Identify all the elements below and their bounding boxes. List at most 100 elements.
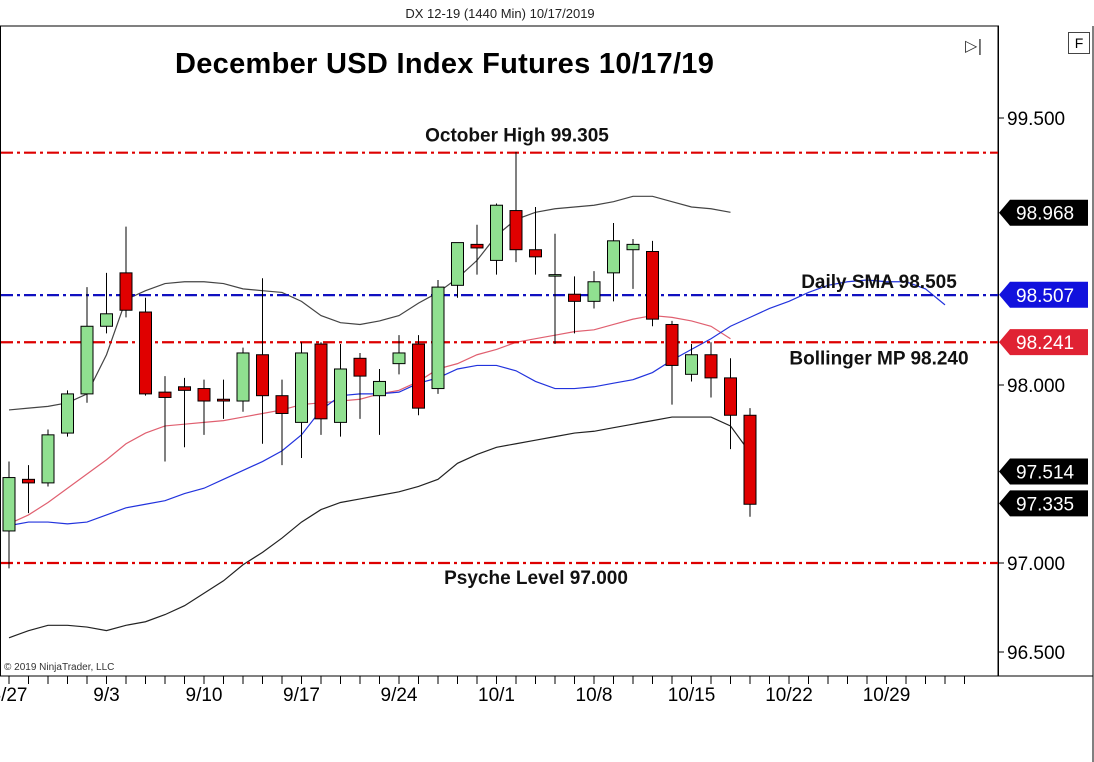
price-tick-label: 96.500 xyxy=(1007,643,1065,664)
price-tag: 98.968 xyxy=(999,199,1088,226)
candle-body xyxy=(743,414,757,505)
candle-body xyxy=(431,286,445,390)
level-label: Daily SMA 98.505 xyxy=(801,272,957,293)
candle-body xyxy=(80,325,94,395)
candle-body xyxy=(548,274,562,277)
candle xyxy=(2,461,16,569)
lower-bollinger-band xyxy=(8,416,751,639)
candle-body xyxy=(470,243,484,249)
candle xyxy=(353,352,367,419)
price-tag-label: 98.241 xyxy=(1016,333,1074,354)
candle xyxy=(626,239,640,289)
candle xyxy=(373,368,386,435)
candle-body xyxy=(139,311,152,395)
candle xyxy=(392,335,406,375)
candle-body xyxy=(334,368,347,423)
chart-title: December USD Index Futures 10/17/19 xyxy=(175,48,715,80)
candle xyxy=(314,342,328,435)
price-tag: 98.507 xyxy=(999,281,1088,308)
candle xyxy=(568,276,581,334)
time-tick-label: 9/17 xyxy=(283,685,320,706)
price-tag-bg xyxy=(999,199,1088,226)
candle xyxy=(548,233,562,345)
price-tag: 97.514 xyxy=(999,458,1088,485)
candle-body xyxy=(41,434,55,484)
candle-body xyxy=(685,354,698,375)
candle xyxy=(119,226,133,318)
candle-body xyxy=(236,352,250,402)
candle-body xyxy=(626,243,640,251)
candle xyxy=(158,376,172,462)
candle-body xyxy=(61,393,74,434)
candle xyxy=(724,358,737,450)
candle xyxy=(256,278,269,444)
candle xyxy=(334,344,347,437)
time-tick-label: 10/15 xyxy=(668,685,716,706)
price-tag-label: 98.507 xyxy=(1016,286,1074,307)
candle xyxy=(41,429,55,487)
candle-body xyxy=(451,242,464,286)
price-tag-label: 97.335 xyxy=(1016,494,1074,515)
candle-body xyxy=(704,354,718,379)
candle-body xyxy=(412,343,425,409)
candle xyxy=(275,379,289,466)
candle xyxy=(412,335,425,416)
candle xyxy=(646,240,659,327)
candle xyxy=(607,223,620,302)
candle-body xyxy=(314,343,328,420)
price-tick-label: 98.000 xyxy=(1007,376,1065,397)
window-title: DX 12-19 (1440 Min) 10/17/2019 xyxy=(405,6,595,21)
price-tag-bg xyxy=(999,458,1088,485)
upper-bollinger-band xyxy=(8,195,731,411)
candle xyxy=(295,342,308,458)
price-tag: 98.241 xyxy=(999,329,1088,356)
candle xyxy=(236,347,250,412)
price-tick-label: 99.500 xyxy=(1007,109,1065,130)
candle-body xyxy=(178,386,191,391)
candle-body xyxy=(256,354,269,397)
price-tick-label: 97.000 xyxy=(1007,554,1065,575)
candle xyxy=(509,151,523,263)
candle-body xyxy=(2,477,16,532)
candle xyxy=(100,272,113,334)
candle-body xyxy=(295,352,308,423)
candle-body xyxy=(587,281,601,302)
candle-body xyxy=(197,388,211,402)
candle xyxy=(431,279,445,394)
candle-body xyxy=(275,395,289,414)
daily-sma-line xyxy=(8,279,946,527)
skip-to-end-icon[interactable]: ▷| xyxy=(965,36,983,55)
candle-body xyxy=(119,272,133,311)
time-tick-label: 10/1 xyxy=(478,685,515,706)
time-tick-label: 9/24 xyxy=(381,685,418,706)
time-tick-label: 9/3 xyxy=(93,685,119,706)
candle-body xyxy=(22,478,35,484)
candle xyxy=(529,207,542,275)
price-tag-label: 97.514 xyxy=(1016,463,1075,484)
candle xyxy=(490,203,503,275)
price-tag-bg xyxy=(999,281,1088,308)
bollinger-midpoint-line xyxy=(8,314,731,525)
candle xyxy=(197,379,211,435)
candle-body xyxy=(665,323,679,366)
candle xyxy=(704,342,718,398)
candle-body xyxy=(529,249,542,258)
price-tag-bg xyxy=(999,329,1088,356)
candle-body xyxy=(217,398,230,402)
candle xyxy=(685,344,698,382)
time-tick-label: 8/27 xyxy=(0,685,27,706)
candle xyxy=(217,379,230,419)
price-tag: 97.335 xyxy=(999,490,1088,517)
candle-body xyxy=(100,313,113,327)
candle xyxy=(587,271,601,309)
candle xyxy=(178,377,191,448)
time-tick-label: 10/22 xyxy=(765,685,813,706)
candle-body xyxy=(490,204,503,261)
candle-body xyxy=(568,293,581,302)
level-label: October High 99.305 xyxy=(425,126,609,147)
candle xyxy=(61,390,74,437)
candle xyxy=(665,320,679,405)
candle-body xyxy=(158,391,172,398)
f-button[interactable]: F xyxy=(1068,32,1090,54)
